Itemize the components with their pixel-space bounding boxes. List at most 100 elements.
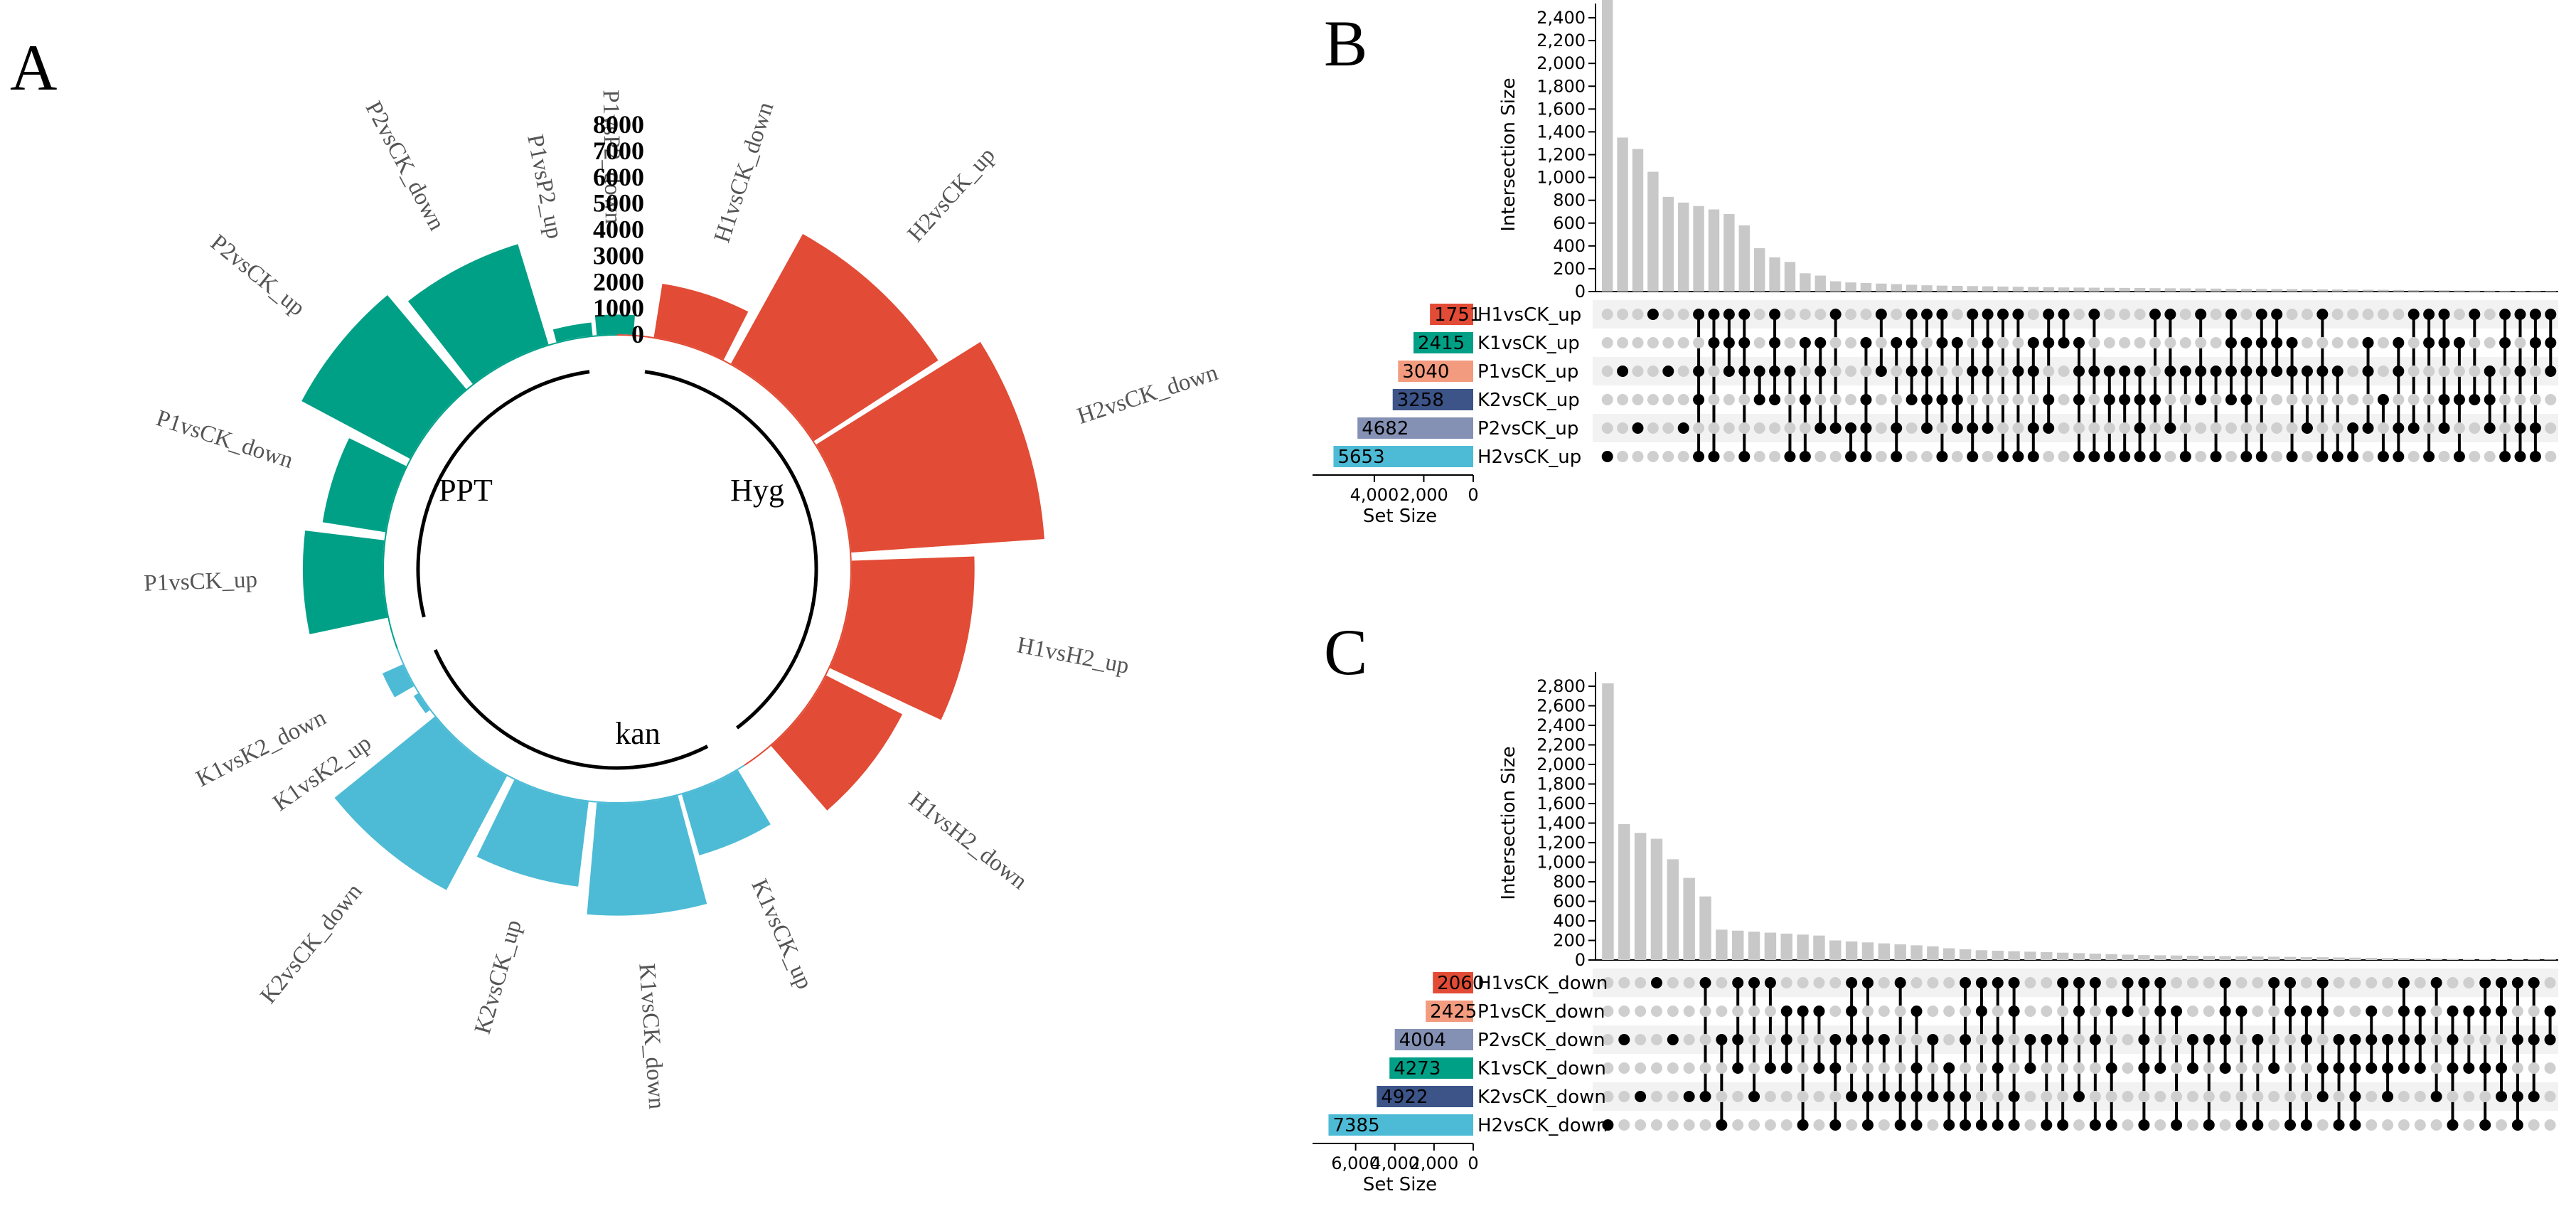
intersection-bar: [1683, 878, 1695, 960]
matrix-dot-on: [2496, 977, 2508, 988]
matrix-dot-off: [1699, 1062, 1711, 1074]
set-size-value-P1vsCK_up: 3040: [1402, 361, 1449, 383]
matrix-dot-on: [1846, 1034, 1858, 1045]
matrix-dot-off: [1878, 977, 1890, 988]
matrix-dot-on: [1738, 366, 1751, 377]
matrix-dot-on: [2393, 451, 2405, 462]
matrix-dot-on: [2349, 1062, 2361, 1074]
matrix-dot-on: [2103, 451, 2115, 462]
matrix-dot-on: [1927, 1091, 1939, 1102]
matrix-dot-on: [1699, 1091, 1711, 1102]
matrix-dot-on: [2149, 451, 2161, 462]
matrix-dot-off: [1927, 1062, 1939, 1074]
matrix-dot-on: [2154, 1006, 2166, 1017]
matrix-dot-on: [2414, 1062, 2426, 1074]
matrix-dot-off: [1662, 422, 1674, 434]
set-name-H2vsCK_up: H2vsCK_up: [1477, 447, 1581, 468]
intersection-bar: [2495, 959, 2508, 960]
matrix-dot-on: [2529, 422, 2541, 434]
matrix-dot-off: [1738, 422, 1751, 434]
matrix-dot-on: [2103, 394, 2115, 405]
intersection-bar: [2398, 958, 2410, 960]
matrix-dot-on: [1936, 337, 1948, 348]
matrix-dot-off: [2154, 1091, 2166, 1102]
matrix-dot-on: [2073, 1091, 2085, 1102]
matrix-dot-on: [2119, 366, 2131, 377]
intersection-bar: [1632, 149, 1644, 292]
matrix-dot-on: [1967, 422, 1979, 434]
matrix-dot-on: [2073, 366, 2085, 377]
matrix-dot-on: [2484, 394, 2496, 405]
matrix-dot-on: [2479, 1062, 2491, 1074]
matrix-dot-on: [2240, 366, 2252, 377]
matrix-dot-off: [2331, 394, 2343, 405]
matrix-dot-off: [2377, 337, 2389, 348]
intersection-bar: [2149, 288, 2161, 292]
set-name-H2vsCK_down: H2vsCK_down: [1477, 1115, 1608, 1136]
y-tick-label: 0: [1575, 950, 1586, 970]
intersection-bar: [1894, 944, 1906, 960]
matrix-dot-off: [1723, 451, 1735, 462]
matrix-dot-on: [2423, 309, 2435, 320]
matrix-dot-off: [2300, 1062, 2312, 1074]
set-size-tick-label: 2,000: [1399, 485, 1448, 505]
matrix-dot-off: [1699, 1006, 1711, 1017]
intersection-bar: [2300, 956, 2313, 960]
matrix-dot-off: [2366, 1119, 2378, 1131]
matrix-dot-on: [1769, 366, 1781, 377]
y-tick-label: 2,200: [1536, 31, 1586, 50]
matrix-dot-off: [1647, 451, 1659, 462]
matrix-dot-off: [2398, 1091, 2410, 1102]
intersection-bar: [2235, 956, 2248, 960]
radial-tick-4000: 4000: [593, 215, 644, 244]
matrix-dot-on: [1891, 337, 1903, 348]
matrix-dot-on: [1732, 977, 1744, 988]
matrix-dot-on: [1975, 1119, 1987, 1131]
y-tick-label: 2,000: [1536, 53, 1586, 73]
matrix-dot-off: [1617, 451, 1629, 462]
y-tick-label: 200: [1553, 931, 1586, 951]
matrix-dot-on: [2043, 394, 2055, 405]
intersection-bar: [2381, 958, 2394, 960]
matrix-dot-off: [1780, 977, 1792, 988]
matrix-dot-on: [2089, 977, 2101, 988]
matrix-dot-on: [1753, 394, 1765, 405]
matrix-dot-off: [1829, 366, 1842, 377]
matrix-dot-on: [1716, 1034, 1728, 1045]
matrix-dot-on: [1982, 337, 1994, 348]
matrix-dot-off: [2284, 1091, 2297, 1102]
matrix-dot-off: [2271, 422, 2283, 434]
matrix-dot-off: [2393, 309, 2405, 320]
matrix-dot-on: [2088, 309, 2100, 320]
matrix-dot-on: [2073, 394, 2085, 405]
matrix-dot-on: [1992, 1119, 2004, 1131]
matrix-dot-off: [2210, 422, 2222, 434]
matrix-dot-on: [1769, 394, 1781, 405]
matrix-dot-on: [2496, 1062, 2508, 1074]
intersection-bar: [2028, 287, 2039, 292]
matrix-dot-off: [2134, 309, 2146, 320]
matrix-dot-on: [2149, 394, 2161, 405]
set-size-tick-label: 0: [1468, 485, 1478, 505]
matrix-dot-on: [1797, 1119, 1809, 1131]
intersection-bar: [2119, 287, 2130, 292]
matrix-dot-off: [1943, 1006, 1955, 1017]
matrix-dot-on: [2219, 1006, 2231, 1017]
intersection-bar: [2073, 287, 2085, 292]
matrix-dot-off: [2545, 451, 2557, 462]
set-size-value-H2vsCK_down: 7385: [1332, 1115, 1379, 1136]
intersection-bar: [1952, 285, 1963, 292]
matrix-dot-on: [2271, 309, 2283, 320]
intersection-bar: [1845, 282, 1856, 292]
intersection-bar: [2316, 289, 2329, 292]
matrix-dot-off: [1894, 1062, 1906, 1074]
matrix-dot-on: [1693, 394, 1705, 405]
intersection-bar: [1780, 933, 1792, 960]
intersection-bar: [1723, 213, 1735, 292]
matrix-dot-off: [2012, 337, 2024, 348]
intersection-bar: [1860, 282, 1872, 292]
matrix-dot-off: [1650, 1119, 1662, 1131]
matrix-dot-on: [1906, 394, 1918, 405]
matrix-dot-off: [1708, 366, 1720, 377]
matrix-dot-off: [1815, 309, 1827, 320]
